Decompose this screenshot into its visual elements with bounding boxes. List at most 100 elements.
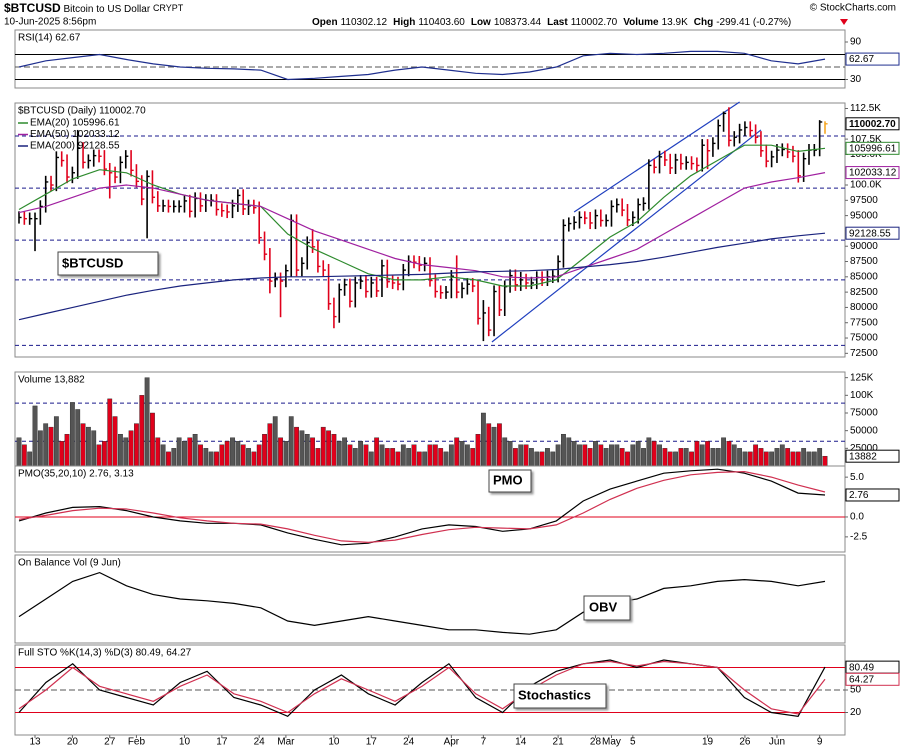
credit: © StockCharts.com <box>810 3 896 14</box>
volume-bar <box>577 444 582 467</box>
volume-bar <box>448 444 454 467</box>
volume-bar <box>320 426 326 467</box>
y-tick-label: 85000 <box>850 271 878 282</box>
volume-bar <box>464 444 470 467</box>
x-tick-label: 13 <box>29 737 41 748</box>
x-tick-label: 5 <box>630 737 636 748</box>
volume-bar <box>641 448 646 467</box>
volume-bar <box>102 441 107 467</box>
quote-value: 108373.44 <box>494 17 542 28</box>
trend-line <box>491 129 762 343</box>
y-tick-label: 90000 <box>850 241 878 252</box>
quote-line: Open 110302.12 High 110403.60 Low 108373.44 La… <box>312 17 791 28</box>
volume-bar <box>432 444 438 467</box>
volume-bar <box>571 441 577 467</box>
volume-bar <box>657 444 662 467</box>
down-arrow <box>840 19 848 25</box>
volume-bar <box>614 444 620 467</box>
trend-line <box>573 101 740 213</box>
quote-label: Low <box>471 17 491 28</box>
volume-bar <box>715 448 721 467</box>
volume-bar <box>779 444 785 467</box>
x-tick-label: 24 <box>403 737 415 748</box>
volume-bar <box>118 433 123 467</box>
x-tick-label: 27 <box>104 737 116 748</box>
volume-bar <box>91 430 97 467</box>
volume-bar <box>363 444 369 467</box>
x-tick-label: Mar <box>277 737 295 748</box>
volume-bar <box>128 430 134 467</box>
legend-entry: EMA(200) 92128.55 <box>30 141 120 152</box>
annotation-box <box>513 683 607 709</box>
volume-bar <box>347 444 353 467</box>
volume-bar <box>187 437 193 467</box>
volume-bar <box>64 433 70 467</box>
annotation-text: OBV <box>589 599 618 614</box>
volume-bar <box>555 444 561 467</box>
x-tick-label: 19 <box>702 737 714 748</box>
volume-bar <box>742 451 748 467</box>
annotation-box <box>488 469 532 493</box>
volume-bar <box>379 444 385 467</box>
y-tick-label: 87500 <box>850 256 878 267</box>
volume-bar <box>699 444 705 467</box>
y-tick-label: 82500 <box>850 287 878 298</box>
volume-bar <box>480 412 486 467</box>
volume-bar <box>262 433 267 467</box>
panel-title: PMO(35,20,10) 2.76, 3.13 <box>18 469 134 480</box>
value-box <box>845 672 900 686</box>
volume-bar <box>795 451 801 467</box>
value-box-label: 105996.61 <box>849 143 897 154</box>
x-tick-label: 14 <box>515 737 527 748</box>
panel-frame <box>14 465 846 553</box>
volume-bar <box>630 444 636 467</box>
volume-bar <box>513 448 518 467</box>
volume-bar <box>288 416 294 467</box>
x-tick-label: Apr <box>444 737 460 748</box>
y-tick-label: 5.0 <box>850 472 864 483</box>
y-tick-label: 75000 <box>850 333 878 344</box>
volume-bar <box>272 416 278 467</box>
volume-bar <box>731 444 737 467</box>
panel-title: RSI(14) 62.67 <box>18 33 81 44</box>
volume-bar <box>491 426 497 467</box>
quote-value: 13.9K <box>662 17 688 28</box>
panel-title: Volume 13,882 <box>18 375 85 386</box>
volume-bar <box>267 423 273 467</box>
quote-value: 110002.70 <box>571 17 618 28</box>
volume-bar <box>545 448 550 467</box>
volume-bar <box>59 441 65 467</box>
volume-bar <box>96 444 102 467</box>
volume-bar <box>342 437 348 467</box>
legend-entry: EMA(50) 102033.12 <box>30 129 120 140</box>
quote-value: -299.41 (-0.27%) <box>716 17 791 28</box>
value-box <box>845 166 900 180</box>
quote-label: High <box>393 17 415 28</box>
volume-bar <box>603 448 609 467</box>
volume-bar <box>112 416 118 467</box>
y-tick-label: -2.5 <box>850 532 868 543</box>
volume-bar <box>496 423 502 467</box>
annotation-text: $BTCUSD <box>62 255 123 270</box>
volume-bar <box>667 451 673 467</box>
volume-bar <box>785 448 791 467</box>
volume-bar <box>529 448 534 467</box>
quote-label: Volume <box>623 17 659 28</box>
value-box <box>845 488 900 502</box>
series-line <box>18 468 826 546</box>
volume-bar <box>224 441 230 467</box>
volume-bar <box>817 448 823 467</box>
x-tick-label: 10 <box>179 737 191 748</box>
panel-frame <box>14 102 846 358</box>
annotation-text: Stochastics <box>518 687 591 702</box>
volume-bar <box>251 451 257 467</box>
panel-title: On Balance Vol (9 Jun) <box>18 558 121 569</box>
panel-frame <box>14 554 846 644</box>
volume-bar <box>171 448 177 467</box>
volume-bar <box>662 448 668 467</box>
y-tick-label: 95000 <box>850 210 878 221</box>
volume-bar <box>390 448 396 467</box>
volume-bar <box>48 426 54 467</box>
value-box <box>845 226 900 240</box>
volume-bar <box>470 448 476 467</box>
